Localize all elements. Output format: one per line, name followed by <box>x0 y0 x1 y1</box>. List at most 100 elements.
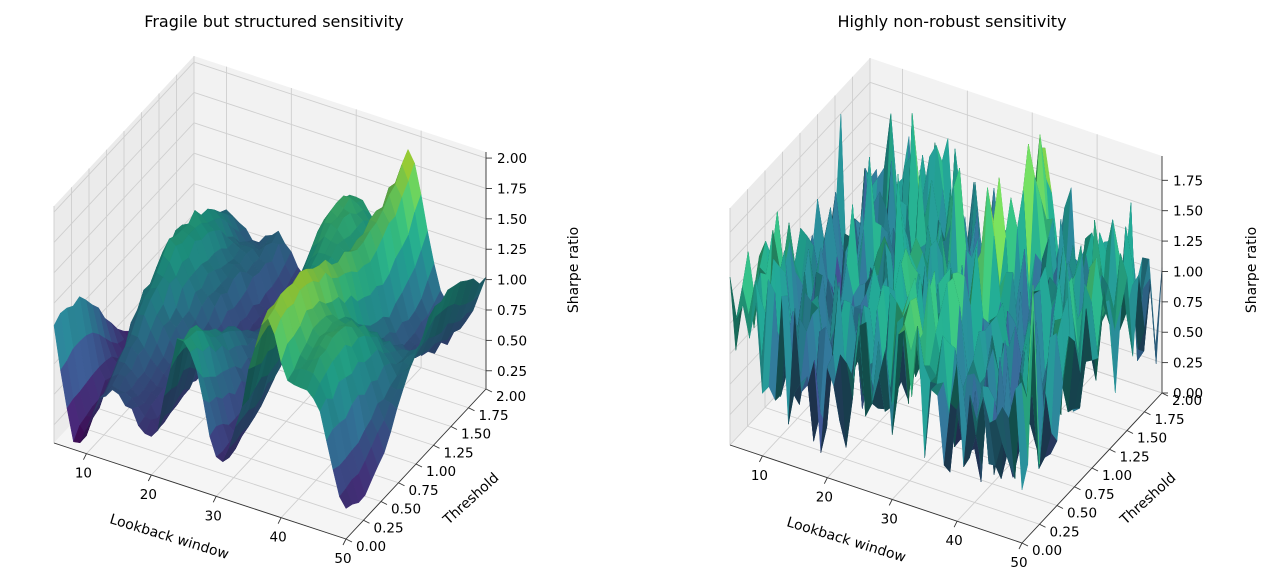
z-tick-label: 0.50 <box>497 333 527 349</box>
y-tick-label: 1.00 <box>426 464 456 480</box>
y-tick-labels: 0.00 0.25 0.50 0.75 1.00 1.25 1.50 1.75 2.00 <box>1021 392 1202 559</box>
y-tick <box>415 463 423 468</box>
y-tick-label: 0.50 <box>391 502 421 518</box>
z-tick-label: 0.25 <box>1173 356 1203 372</box>
y-tick-label: 0.50 <box>1067 506 1097 522</box>
surface-facet <box>1015 381 1029 490</box>
grid-line <box>747 425 1040 525</box>
z-tick-label: 1.75 <box>1173 173 1203 189</box>
z-tick-label: 1.50 <box>497 212 527 228</box>
plot-title: Highly non-robust sensitivity <box>837 12 1066 31</box>
z-tick-labels: 0.00 0.25 0.50 0.75 1.00 1.25 1.50 1.75 <box>1162 173 1203 402</box>
x-tick <box>147 474 152 482</box>
y-tick-label: 0.25 <box>1050 524 1080 540</box>
z-tick-label: 0.50 <box>1173 325 1203 341</box>
grid-line <box>729 142 871 294</box>
y-tick <box>398 482 405 487</box>
z-tick-label: 0.75 <box>1173 295 1203 311</box>
z-tick-labels: 0.25 0.50 0.75 1.00 1.25 1.50 1.75 2.00 <box>486 151 527 380</box>
x-tick-labels: 10 20 30 40 50 <box>751 455 1028 571</box>
x-tick <box>759 455 763 463</box>
x-tick-label: 50 <box>334 551 351 567</box>
x-tick-label: 30 <box>881 511 898 527</box>
y-tick-label: 1.25 <box>444 445 474 461</box>
y-tick-label: 1.75 <box>479 408 509 424</box>
x-tick-labels: 10 20 30 40 50 <box>75 453 352 567</box>
grid-line <box>53 61 195 213</box>
y-tick-label: 0.00 <box>1032 543 1062 559</box>
y-tick <box>1091 467 1099 472</box>
grid-line <box>869 112 1163 212</box>
y-tick-label: 0.75 <box>409 483 439 499</box>
grid-line <box>729 112 871 263</box>
y-tick <box>1161 392 1169 397</box>
x-tick <box>342 538 347 546</box>
grid-line <box>729 82 871 233</box>
y-tick-label: 0.00 <box>356 539 386 555</box>
y-tick <box>1144 411 1151 416</box>
grid-line <box>53 92 195 243</box>
x-tick <box>83 453 87 460</box>
y-tick <box>380 501 388 505</box>
y-tick-label: 1.25 <box>1120 449 1150 465</box>
y-tick <box>1021 542 1029 547</box>
z-tick-label: 1.75 <box>497 181 527 197</box>
x-tick-label: 10 <box>75 466 92 482</box>
axis-line <box>53 442 347 540</box>
y-tick <box>363 519 370 524</box>
grid-line <box>193 122 487 220</box>
y-tick <box>433 444 440 449</box>
x-tick-label: 30 <box>205 508 222 524</box>
z-tick-label: 0.75 <box>497 303 527 319</box>
axis-line <box>729 444 1023 544</box>
sharpe-surface <box>53 148 487 509</box>
y-tick <box>1109 448 1116 453</box>
surface-facet <box>339 488 353 509</box>
y-tick-labels: 0.00 0.25 0.50 0.75 1.00 1.25 1.50 1.75 2.00 <box>345 388 526 555</box>
z-axis-label: Sharpe ratio <box>566 227 582 313</box>
y-tick-label: 1.75 <box>1155 412 1185 428</box>
y-tick <box>1074 486 1081 491</box>
x-tick <box>212 496 217 503</box>
surface-plot-nonrobust: Highly non-robust sensitivity 10 20 30 40 50… <box>729 12 1260 571</box>
y-tick <box>1039 523 1046 528</box>
z-tick-label: 1.00 <box>1173 264 1203 280</box>
y-tick-label: 0.25 <box>374 520 404 536</box>
x-tick-label: 20 <box>816 490 833 506</box>
z-axis-label: Sharpe ratio <box>1244 227 1260 313</box>
grid-line <box>193 61 487 159</box>
y-tick <box>345 538 353 543</box>
x-tick-label: 40 <box>946 533 963 549</box>
grid-line <box>193 92 487 189</box>
x-tick-label: 40 <box>270 530 287 546</box>
x-tick <box>823 477 828 484</box>
grid-line <box>869 81 1163 181</box>
plot-title: Fragile but structured sensitivity <box>144 12 403 31</box>
y-tick-label: 2.00 <box>1172 393 1202 409</box>
surface-plot-fragile: Fragile but structured sensitivity 10 20 3… <box>53 12 582 567</box>
grid-line <box>71 423 364 521</box>
y-tick <box>485 388 493 393</box>
x-tick-label: 10 <box>751 468 768 484</box>
y-tick <box>1056 505 1064 509</box>
sharpe-surface <box>729 113 1163 490</box>
x-tick <box>1018 542 1023 550</box>
z-tick-label: 1.25 <box>1173 234 1203 250</box>
y-tick <box>1126 430 1134 434</box>
y-tick-label: 1.00 <box>1102 468 1132 484</box>
x-tick <box>888 499 893 506</box>
grid-line <box>53 122 195 274</box>
z-tick-label: 1.25 <box>497 242 527 258</box>
y-tick-label: 1.50 <box>461 427 491 443</box>
grid-line <box>53 152 195 304</box>
x-tick <box>277 517 282 524</box>
y-tick-label: 1.50 <box>1137 431 1167 447</box>
z-tick-label: 0.25 <box>497 364 527 380</box>
x-tick <box>953 521 958 528</box>
z-tick-label: 0.00 <box>1173 386 1203 402</box>
y-tick-label: 0.75 <box>1085 487 1115 503</box>
x-tick-label: 50 <box>1010 555 1027 571</box>
x-tick-label: 20 <box>140 487 157 503</box>
y-tick <box>468 407 475 412</box>
